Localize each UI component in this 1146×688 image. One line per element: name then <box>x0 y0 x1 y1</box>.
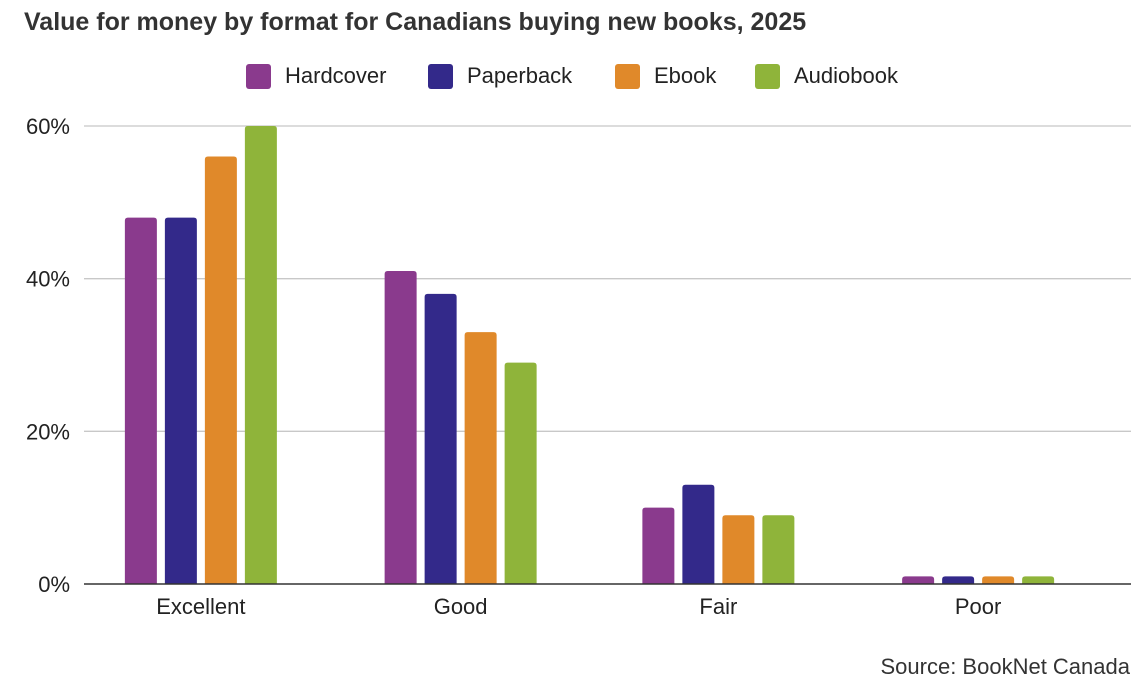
legend-swatch-ebook <box>615 63 640 89</box>
legend-item-ebook: Ebook <box>615 60 716 92</box>
legend-label-hardcover: Hardcover <box>285 63 387 88</box>
legend-swatch-paperback <box>428 63 453 89</box>
bar-audiobook-poor <box>1022 576 1055 584</box>
legend-item-hardcover: Hardcover <box>246 60 386 92</box>
bar-audiobook-fair <box>762 515 795 584</box>
legend-swatch-audiobook <box>755 63 780 89</box>
bar-ebook-good <box>464 332 497 584</box>
chart-title: Value for money by format for Canadians … <box>24 8 807 36</box>
bar-paperback-excellent <box>164 217 197 584</box>
source-note: Source: BookNet Canada <box>880 654 1131 679</box>
bar-ebook-poor <box>982 576 1015 584</box>
y-tick-label: 60% <box>26 114 70 139</box>
bar-audiobook-good <box>504 362 537 584</box>
legend-label-audiobook: Audiobook <box>794 63 898 88</box>
x-tick-label: Poor <box>955 594 1001 619</box>
chart-legend: Hardcover Paperback Ebook Audiobook <box>0 60 1146 92</box>
x-tick-label: Excellent <box>156 594 245 619</box>
bar-hardcover-fair <box>642 507 675 584</box>
y-tick-label: 20% <box>26 419 70 444</box>
legend-item-paperback: Paperback <box>428 60 572 92</box>
bar-audiobook-excellent <box>244 126 277 584</box>
legend-label-ebook: Ebook <box>654 63 717 88</box>
x-tick-label: Fair <box>699 594 737 619</box>
bar-hardcover-poor <box>902 576 935 584</box>
bar-ebook-fair <box>722 515 755 584</box>
legend-item-audiobook: Audiobook <box>755 60 898 92</box>
x-tick-label: Good <box>434 594 488 619</box>
bar-hardcover-good <box>384 271 417 584</box>
bar-paperback-poor <box>942 576 975 584</box>
bar-ebook-excellent <box>204 156 237 585</box>
y-tick-label: 40% <box>26 267 70 292</box>
bar-paperback-good <box>424 293 457 584</box>
legend-swatch-hardcover <box>246 63 271 89</box>
bar-paperback-fair <box>682 484 715 584</box>
y-tick-label: 0% <box>38 572 70 597</box>
legend-label-paperback: Paperback <box>467 63 573 88</box>
bar-hardcover-excellent <box>124 217 157 584</box>
